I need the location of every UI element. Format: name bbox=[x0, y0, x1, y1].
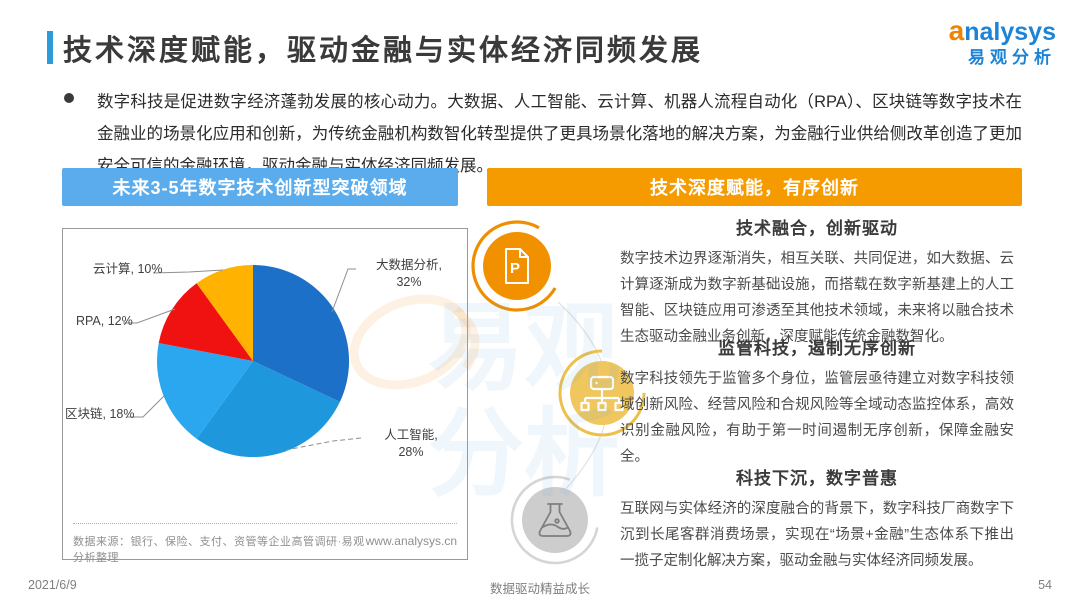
pie-label-cloud: 云计算, 10% bbox=[93, 262, 163, 276]
section-tech-inclusion: 科技下沉，数字普惠 互联网与实体经济的深度融合的背景下，数字科技厂商数字下沉到长… bbox=[620, 464, 1014, 574]
pie-slice-rpa bbox=[158, 283, 253, 361]
footer-date: 2021/6/9 bbox=[28, 578, 77, 592]
footer-page-number: 54 bbox=[1038, 578, 1052, 592]
flask-icon bbox=[510, 475, 599, 565]
pie-chart bbox=[123, 265, 362, 458]
section-title: 监管科技，遏制无序创新 bbox=[718, 339, 916, 358]
section-body: 互联网与实体经济的深度融合的背景下，数字科技厂商数字下沉到长尾客群消费场景，实现… bbox=[620, 501, 1014, 569]
right-icon-column: P bbox=[471, 220, 646, 565]
pie-slice-ai bbox=[196, 361, 340, 458]
data-source: 数据来源：银行、保险、支付、资管等企业高管调研·易观分析整理 bbox=[73, 536, 365, 564]
section-tech-fusion: 技术融合，创新驱动 数字技术边界逐渐消失，相互关联、共同促进，如大数据、云计算逐… bbox=[620, 214, 1014, 350]
pie-label-blockchain: 区块链, 18% bbox=[65, 407, 135, 421]
section-body: 数字技术边界逐渐消失，相互关联、共同促进，如大数据、云计算逐渐成为数字新基础设施… bbox=[620, 251, 1014, 345]
section-body: 数字科技领先于监管多个身位，监管层亟待建立对数字科技领域创新风险、经营风险和合规… bbox=[620, 371, 1014, 465]
chart-source-row: 数据来源：银行、保险、支付、资管等企业高管调研·易观分析整理 www.analy… bbox=[73, 523, 457, 565]
section-regtech: 监管科技，遏制无序创新 数字科技领先于监管多个身位，监管层亟待建立对数字科技领域… bbox=[620, 334, 1014, 470]
bullet-icon bbox=[64, 93, 74, 103]
pie-chart-panel: 云计算, 10% RPA, 12% 区块链, 18% 大数据分析, 32% 人工… bbox=[62, 228, 468, 564]
website-url: www.analysys.cn bbox=[365, 534, 457, 548]
banner-left: 未来3-5年数字技术创新型突破领域 bbox=[62, 168, 458, 206]
pie-slice-blockchain bbox=[156, 343, 253, 439]
page-title: 技术深度赋能，驱动金融与实体经济同频发展 bbox=[63, 35, 704, 67]
org-chart-icon bbox=[558, 349, 646, 437]
pie-slice-big-data bbox=[253, 265, 350, 402]
pie-label-big-data: 大数据分析, 32% bbox=[376, 258, 442, 289]
logo-chinese-name: 易观分析 bbox=[968, 47, 1056, 67]
footer-slogan: 数据驱动精益成长 bbox=[489, 582, 590, 596]
section-title: 技术融合，创新驱动 bbox=[736, 219, 898, 238]
banner-right: 技术深度赋能，有序创新 bbox=[487, 168, 1022, 206]
logo-wordmark: analysys bbox=[948, 15, 1056, 46]
document-p-icon: P bbox=[471, 220, 557, 312]
pie-label-rpa: RPA, 12% bbox=[76, 314, 133, 328]
pie-slice-cloud bbox=[196, 265, 253, 361]
section-title: 科技下沉，数字普惠 bbox=[736, 469, 898, 488]
title-accent-bar bbox=[47, 31, 53, 64]
leader-lines bbox=[123, 268, 362, 451]
pie-label-ai: 人工智能, 28% bbox=[384, 428, 438, 459]
analysys-logo: analysys 易观分析 bbox=[949, 16, 1056, 67]
svg-text:P: P bbox=[510, 260, 520, 277]
